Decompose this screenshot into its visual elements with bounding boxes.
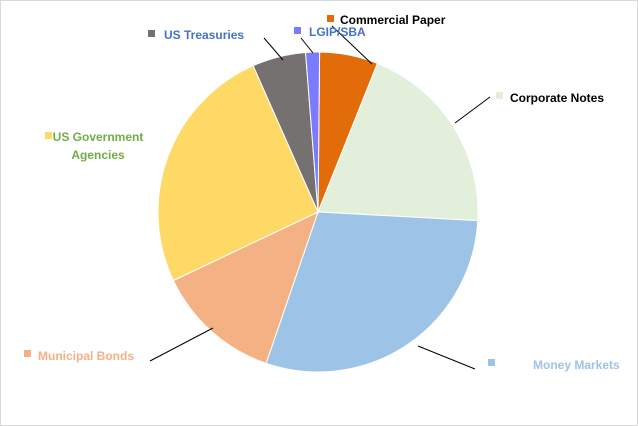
slice-label-corporate-notes: Corporate Notes: [510, 91, 604, 105]
leader-line-money-markets: [417, 345, 476, 370]
pie-slice-corporate-notes: [317, 62, 479, 222]
pie-slice-money-markets: [265, 211, 479, 373]
leader-line-corporate-notes: [454, 96, 491, 124]
slice-label-municipal-bonds: Municipal Bonds: [38, 349, 134, 363]
legend-key-lgip-sba: [294, 27, 301, 34]
leader-line-us-treasuries: [263, 37, 284, 61]
leader-line-municipal-bonds: [149, 327, 214, 362]
pie-slice-municipal-bonds: [172, 211, 319, 364]
slice-label-us-government-agencies: US Government Agencies: [53, 130, 144, 162]
legend-key-corporate-notes: [496, 92, 503, 99]
legend-key-money-markets: [488, 359, 495, 366]
slice-label-lgip-sba: LGIP/SBA: [309, 25, 366, 39]
legend-key-municipal-bonds: [24, 350, 31, 357]
leader-line-commercial-paper: [331, 25, 373, 65]
legend-key-us-treasuries: [148, 30, 155, 37]
slice-label-commercial-paper: Commercial Paper: [340, 13, 446, 27]
legend-key-commercial-paper: [327, 15, 334, 22]
slice-label-money-markets: Money Markets: [533, 358, 620, 372]
leader-line-lgip-sba: [300, 37, 314, 54]
legend-key-us-government-agencies: [45, 132, 52, 139]
pie-slice-us-government-agencies: [157, 65, 319, 282]
slice-label-us-treasuries: US Treasuries: [164, 28, 244, 42]
